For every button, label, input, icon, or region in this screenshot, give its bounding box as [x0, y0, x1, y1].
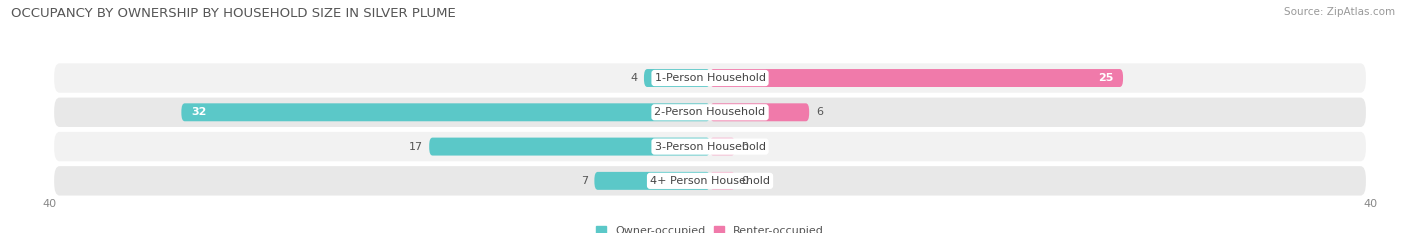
FancyBboxPatch shape [181, 103, 710, 121]
Text: 17: 17 [409, 142, 423, 152]
FancyBboxPatch shape [429, 138, 710, 156]
FancyBboxPatch shape [595, 172, 710, 190]
Text: 6: 6 [815, 107, 823, 117]
Text: 7: 7 [581, 176, 588, 186]
Text: 4: 4 [630, 73, 637, 83]
Text: 0: 0 [741, 142, 748, 152]
Text: 3-Person Household: 3-Person Household [655, 142, 765, 152]
FancyBboxPatch shape [55, 63, 1365, 93]
Text: 2-Person Household: 2-Person Household [654, 107, 766, 117]
Text: 0: 0 [741, 176, 748, 186]
FancyBboxPatch shape [55, 132, 1365, 161]
Text: Source: ZipAtlas.com: Source: ZipAtlas.com [1284, 7, 1395, 17]
FancyBboxPatch shape [55, 166, 1365, 195]
FancyBboxPatch shape [55, 98, 1365, 127]
FancyBboxPatch shape [710, 172, 735, 190]
Text: 25: 25 [1098, 73, 1114, 83]
FancyBboxPatch shape [644, 69, 710, 87]
Text: OCCUPANCY BY OWNERSHIP BY HOUSEHOLD SIZE IN SILVER PLUME: OCCUPANCY BY OWNERSHIP BY HOUSEHOLD SIZE… [11, 7, 456, 20]
Text: 4+ Person Household: 4+ Person Household [650, 176, 770, 186]
Text: 32: 32 [191, 107, 207, 117]
FancyBboxPatch shape [710, 138, 735, 156]
Text: 1-Person Household: 1-Person Household [655, 73, 765, 83]
FancyBboxPatch shape [710, 69, 1123, 87]
FancyBboxPatch shape [710, 103, 810, 121]
Legend: Owner-occupied, Renter-occupied: Owner-occupied, Renter-occupied [592, 221, 828, 233]
